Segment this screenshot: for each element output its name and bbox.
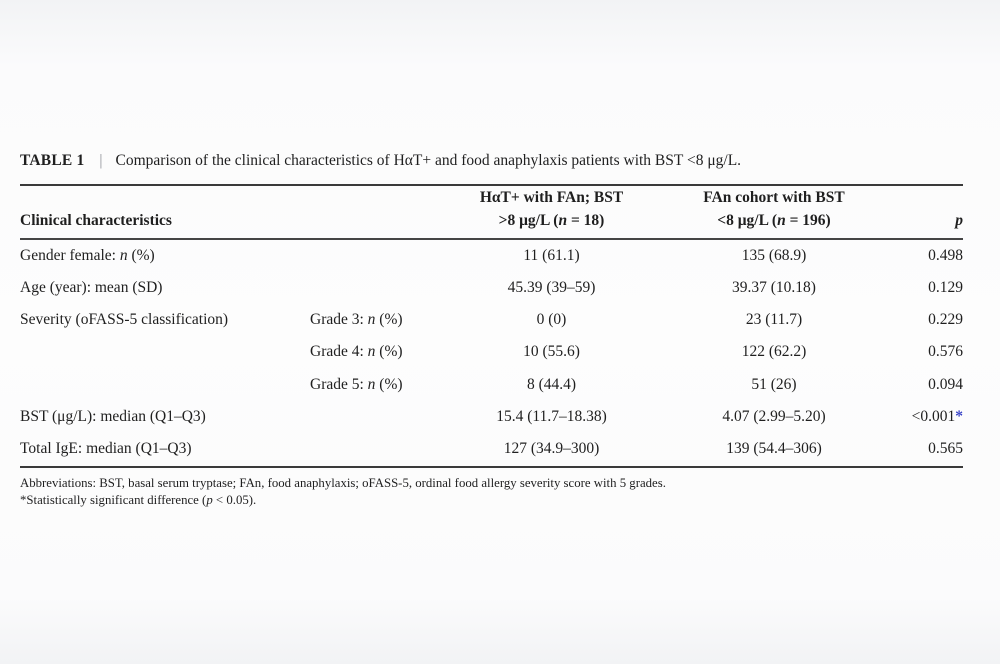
table-caption: TABLE 1 | Comparison of the clinical chara… <box>20 150 963 172</box>
header-divider-rule <box>20 238 963 240</box>
cell-p-value: 0.229 <box>928 311 963 329</box>
header-fan-cohort: FAn cohort with BST <8 μg/L (n = 196) <box>663 186 885 239</box>
cell-fan-value: 135 (68.9) <box>741 246 807 264</box>
cell-hat-value: 0 (0) <box>536 311 567 329</box>
cell-fan-value: 4.07 (2.99–5.20) <box>722 408 826 426</box>
cell-p-value: 0.129 <box>928 278 963 296</box>
table-row: Gender female: n (%) 11 (61.1) 135 (68.9… <box>20 240 963 272</box>
cell-p-value: 0.094 <box>928 375 963 393</box>
header-hat-cohort: HαT+ with FAn; BST >8 μg/L (n = 18) <box>440 186 663 239</box>
table-row: Grade 5: n (%) 8 (44.4) 51 (26) 0.094 <box>20 369 963 401</box>
table-bottom-rule <box>20 465 963 468</box>
table-row: BST (μg/L): median (Q1–Q3) 15.4 (11.7–18… <box>20 401 963 433</box>
table-row: Total IgE: median (Q1–Q3) 127 (34.9–300)… <box>20 433 963 465</box>
cell-characteristic: Gender female: n (%) <box>20 246 155 264</box>
table-header-row: Clinical characteristics HαT+ with FAn; … <box>20 186 963 238</box>
table-body: Gender female: n (%) 11 (61.1) 135 (68.9… <box>20 240 963 466</box>
cell-fan-value: 122 (62.2) <box>741 343 807 361</box>
cell-hat-value: 8 (44.4) <box>526 375 577 393</box>
header-clinical-characteristics: Clinical characteristics <box>20 212 172 229</box>
header-line: >8 μg/L (n = 18) <box>498 212 605 229</box>
cell-grade: Grade 4: n (%) <box>310 343 403 361</box>
cell-fan-value: 23 (11.7) <box>745 311 803 329</box>
table-top-rule <box>20 184 963 186</box>
table-caption-text: Comparison of the clinical characteristi… <box>115 152 742 169</box>
table-container: TABLE 1 | Comparison of the clinical chara… <box>20 150 963 509</box>
table-row: Severity (oFASS-5 classification) Grade … <box>20 304 963 336</box>
cell-p-value: 0.576 <box>928 343 963 361</box>
header-p-value: p <box>955 212 963 229</box>
cell-fan-value: 51 (26) <box>751 375 797 393</box>
cell-hat-value: 11 (61.1) <box>523 246 580 264</box>
cell-characteristic: Age (year): mean (SD) <box>20 278 163 296</box>
header-line: <8 μg/L (n = 196) <box>717 212 831 229</box>
header-line: FAn cohort with BST <box>703 189 845 206</box>
table-footnotes: Abbreviations: BST, basal serum tryptase… <box>20 475 963 509</box>
cell-p-value: 0.565 <box>928 440 963 458</box>
cell-hat-value: 45.39 (39–59) <box>507 278 596 296</box>
table-label: TABLE 1 <box>20 152 85 169</box>
table-row: Grade 4: n (%) 10 (55.6) 122 (62.2) 0.57… <box>20 336 963 368</box>
header-grade-empty <box>310 232 440 239</box>
cell-grade: Grade 3: n (%) <box>310 311 403 329</box>
cell-fan-value: 39.37 (10.18) <box>732 278 816 296</box>
cell-characteristic: Severity (oFASS-5 classification) <box>20 311 229 329</box>
footnote-abbreviations: Abbreviations: BST, basal serum tryptase… <box>20 475 666 490</box>
caption-divider: | <box>99 152 103 169</box>
cell-p-value: <0.001* <box>911 408 963 426</box>
cell-characteristic: BST (μg/L): median (Q1–Q3) <box>20 408 206 426</box>
table-row: Age (year): mean (SD) 45.39 (39–59) 39.3… <box>20 272 963 304</box>
header-line: HαT+ with FAn; BST <box>479 189 624 206</box>
cell-hat-value: 10 (55.6) <box>523 343 580 361</box>
footnote-significance: *Statistically significant difference (p… <box>20 492 257 507</box>
cell-characteristic: Total IgE: median (Q1–Q3) <box>20 440 192 458</box>
cell-grade: Grade 5: n (%) <box>310 375 403 393</box>
cell-fan-value: 139 (54.4–306) <box>726 440 822 458</box>
cell-hat-value: 15.4 (11.7–18.38) <box>496 408 607 426</box>
cell-p-value: 0.498 <box>928 246 963 264</box>
cell-hat-value: 127 (34.9–300) <box>503 440 600 458</box>
